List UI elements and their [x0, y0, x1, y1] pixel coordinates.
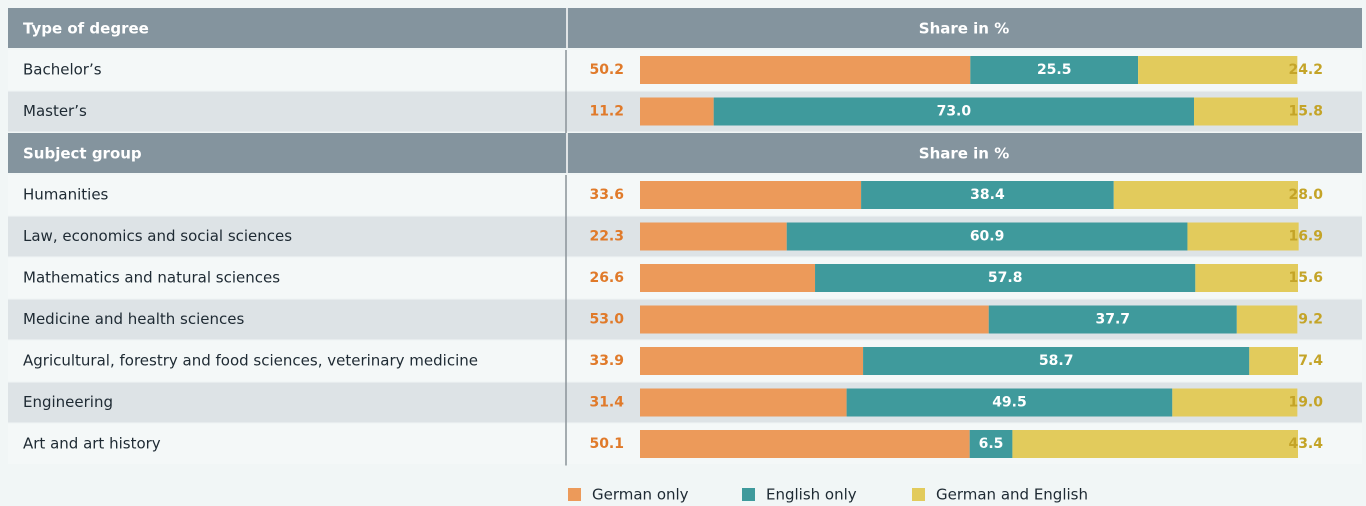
value-label: 37.7 [1095, 312, 1130, 328]
legend-label: English only [766, 486, 857, 504]
bar-segment [640, 56, 971, 84]
value-label: 25.5 [1037, 62, 1072, 78]
value-label: 24.2 [1288, 62, 1323, 78]
category-label: Humanities [23, 186, 109, 204]
value-header: Share in % [919, 20, 1009, 38]
bar-segment [861, 181, 1114, 209]
bar-segment [640, 264, 816, 292]
bar-segment [1113, 181, 1298, 209]
bar-segment [640, 222, 787, 251]
bar-segment [640, 388, 847, 417]
category-label: Medicine and health sciences [23, 310, 244, 328]
value-label: 16.9 [1288, 229, 1323, 245]
category-label: Mathematics and natural sciences [23, 269, 280, 287]
bar-segment [1195, 264, 1298, 292]
bar-segment [1138, 56, 1298, 84]
legend-label: German and English [936, 486, 1088, 504]
value-label: 73.0 [937, 104, 972, 120]
value-label: 9.2 [1298, 312, 1323, 328]
category-label: Agricultural, forestry and food sciences… [23, 352, 478, 370]
value-header: Share in % [919, 145, 1009, 163]
value-label: 11.2 [589, 104, 624, 120]
group-title: Type of degree [23, 20, 149, 38]
category-label: Bachelor’s [23, 61, 102, 79]
value-label: 58.7 [1039, 353, 1074, 369]
bar-segment [640, 430, 970, 458]
value-label: 33.6 [589, 187, 624, 203]
group-header-bg [8, 133, 1362, 173]
group-title: Subject group [23, 145, 142, 163]
bar-segment [640, 305, 989, 334]
bar-segment [1194, 97, 1298, 126]
value-label: 22.3 [589, 229, 624, 245]
bar-segment [969, 430, 1013, 458]
legend-swatch [912, 488, 925, 501]
bar-segment [988, 305, 1237, 334]
value-label: 28.0 [1288, 187, 1323, 203]
bar-segment [1236, 305, 1298, 334]
value-label: 49.5 [992, 395, 1027, 411]
category-label: Master’s [23, 102, 87, 120]
bar-segment [1249, 347, 1298, 375]
bar-segment [640, 347, 864, 375]
value-label: 33.9 [589, 353, 624, 369]
category-label: Law, economics and social sciences [23, 227, 292, 245]
value-label: 60.9 [970, 229, 1005, 245]
value-label: 43.4 [1288, 436, 1323, 452]
value-label: 53.0 [589, 312, 624, 328]
value-label: 15.8 [1288, 104, 1323, 120]
bar-segment [1187, 222, 1299, 251]
legend-swatch [568, 488, 581, 501]
bar-segment [1172, 388, 1298, 417]
bar-segment [970, 56, 1139, 84]
bar-segment [1012, 430, 1298, 458]
value-label: 38.4 [970, 187, 1005, 203]
value-label: 19.0 [1288, 395, 1323, 411]
category-label: Engineering [23, 393, 113, 411]
value-label: 15.6 [1288, 270, 1323, 286]
bar-segment [846, 388, 1173, 417]
bar-segment [640, 181, 862, 209]
bar-segment [786, 222, 1188, 251]
value-label: 31.4 [589, 395, 624, 411]
bar-segment [640, 97, 714, 126]
legend-swatch [742, 488, 755, 501]
value-label: 50.2 [589, 62, 624, 78]
value-label: 6.5 [979, 436, 1004, 452]
value-label: 50.1 [589, 436, 624, 452]
legend-label: German only [592, 486, 689, 504]
bar-segment [863, 347, 1250, 375]
value-label: 26.6 [589, 270, 624, 286]
group-header-bg [8, 8, 1362, 48]
value-label: 57.8 [988, 270, 1023, 286]
value-label: 7.4 [1298, 353, 1323, 369]
category-label: Art and art history [23, 435, 161, 453]
bar-segment [815, 264, 1196, 292]
bar-segment [713, 97, 1195, 126]
